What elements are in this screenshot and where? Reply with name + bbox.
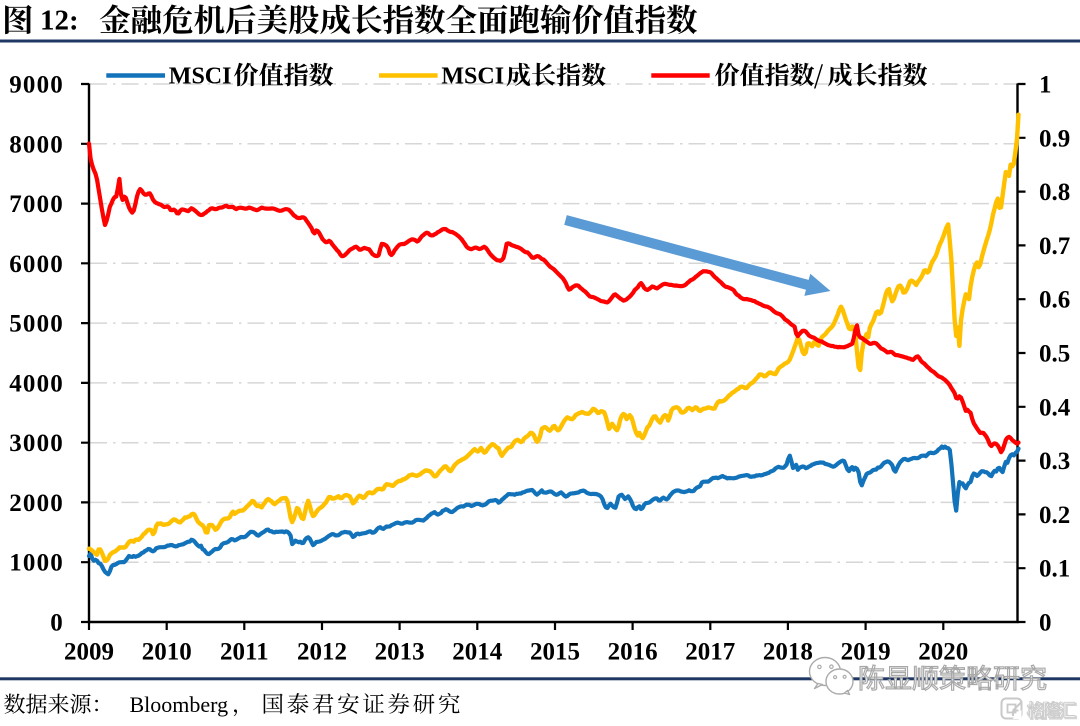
svg-text:2014: 2014 [452, 639, 503, 666]
svg-text:2020: 2020 [918, 639, 968, 666]
svg-text:0.5: 0.5 [1039, 341, 1070, 368]
svg-text:3000: 3000 [9, 430, 64, 457]
svg-text:0.4: 0.4 [1039, 394, 1071, 421]
svg-text:7000: 7000 [9, 191, 64, 218]
svg-text:MSCI: MSCI [441, 64, 504, 90]
svg-text:4000: 4000 [9, 370, 64, 397]
svg-text:12:: 12: [40, 5, 79, 37]
svg-text:2013: 2013 [375, 639, 425, 666]
svg-text:2000: 2000 [9, 490, 64, 517]
svg-text:8000: 8000 [9, 131, 64, 158]
svg-text:2015: 2015 [530, 639, 580, 666]
svg-text:2010: 2010 [142, 639, 192, 666]
svg-text:2016: 2016 [608, 639, 658, 666]
svg-text:2017: 2017 [685, 639, 735, 666]
svg-text:1: 1 [1039, 72, 1052, 99]
svg-text:0.7: 0.7 [1039, 233, 1070, 260]
svg-text:1000: 1000 [9, 550, 64, 577]
svg-text:9000: 9000 [9, 72, 64, 99]
svg-text:0.1: 0.1 [1039, 556, 1070, 583]
svg-text:0.3: 0.3 [1039, 448, 1070, 475]
svg-text:2011: 2011 [220, 639, 269, 666]
svg-text:2018: 2018 [763, 639, 813, 666]
svg-text:0: 0 [50, 610, 64, 637]
svg-text:0: 0 [1039, 610, 1052, 637]
svg-text:2009: 2009 [64, 639, 114, 666]
svg-text:0.8: 0.8 [1039, 179, 1070, 206]
svg-text:6000: 6000 [9, 251, 64, 278]
svg-text:0.6: 0.6 [1039, 287, 1070, 314]
svg-text:0.9: 0.9 [1039, 125, 1070, 152]
svg-text:MSCI: MSCI [169, 64, 232, 90]
svg-text:2019: 2019 [841, 639, 891, 666]
svg-text:0.2: 0.2 [1039, 502, 1070, 529]
svg-text:5000: 5000 [9, 311, 64, 338]
svg-text:Bloomberg: Bloomberg [130, 692, 229, 717]
svg-text:2012: 2012 [297, 639, 347, 666]
